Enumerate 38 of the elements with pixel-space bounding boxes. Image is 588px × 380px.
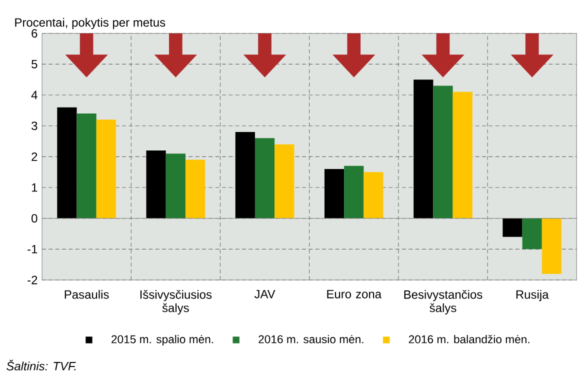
bar [96,120,116,218]
bar [185,160,206,218]
y-tick-label: -1 [28,245,38,254]
y-tick-label: -2 [28,276,38,284]
x-tick-label: JAV [254,290,276,298]
legend-label: 2016 m. sausio mėn. [258,334,364,344]
x-tick-label: Išsivysčiusios šalys [140,290,212,315]
x-tick-label: Pasaulis [64,290,109,299]
y-tick-label: 5 [32,60,38,68]
bar [235,132,255,218]
bar [254,138,275,218]
bar [452,92,472,218]
bar [502,218,522,237]
y-tick-label: 3 [32,122,38,130]
y-tick-label: 6 [32,29,38,38]
bar [324,169,344,218]
bar [414,80,434,218]
legend-label: 2016 m. balandžio mėn. [408,334,530,344]
x-tick-label: Rusija [516,290,549,302]
text: Šaltinis: TVF. [6,360,76,370]
y-tick-label: 1 [32,183,38,192]
x-tick-label: Besivystančios šalys [404,290,482,315]
bar [57,107,77,218]
y-tick-label: 2 [32,152,38,161]
bar [166,154,186,218]
y-tick-label: 4 [31,90,38,100]
bar [542,218,562,274]
y-tick-label: 0 [32,214,38,223]
bar [274,144,294,218]
bar [364,172,384,218]
bar [146,150,166,218]
x-tick-label: Euro zona [327,290,382,298]
bar [344,166,364,218]
y-axis-title: Procentai, pokytis per metus [15,18,166,30]
legend-label: 2015 m. spalio mėn. [112,334,214,346]
bar [522,218,542,250]
bar [76,114,96,218]
bar [433,86,453,218]
